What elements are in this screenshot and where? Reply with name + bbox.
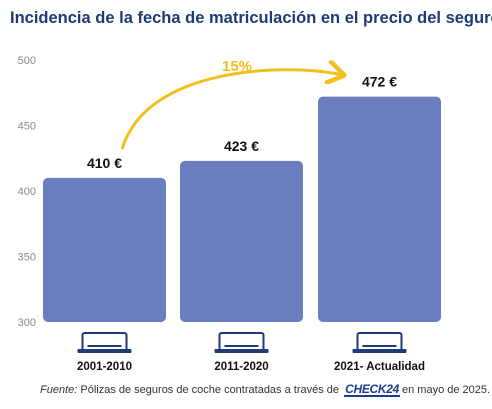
bar-chart: 300 350 400 450 500 410 € 423 € 472 € 15% 2001… xyxy=(18,55,441,373)
license-plate-base xyxy=(214,349,269,353)
y-axis: 300 350 400 450 500 xyxy=(18,55,36,329)
source-label: Fuente: xyxy=(40,384,78,396)
x-tick-label: 2021- Actualidad xyxy=(334,361,425,373)
y-tick-label: 450 xyxy=(18,121,36,133)
source-date: en mayo de 2025. xyxy=(402,384,491,396)
growth-arrow xyxy=(121,70,342,150)
y-tick-label: 400 xyxy=(18,186,36,198)
data-label: 423 € xyxy=(224,138,259,154)
license-plate-frame xyxy=(81,332,128,352)
chart-title: Incidencia de la fecha de matriculación … xyxy=(10,9,492,27)
license-plate-base xyxy=(77,349,132,353)
license-plate-base xyxy=(352,349,407,353)
bar xyxy=(43,177,166,322)
data-label: 472 € xyxy=(362,74,397,90)
x-axis: 2001-2010 2011-2020 2021- Actualidad xyxy=(77,332,425,373)
y-tick-label: 500 xyxy=(18,55,36,67)
license-plate-icon xyxy=(214,332,269,353)
bars: 410 € 423 € 472 € xyxy=(43,74,441,323)
license-plate-icon xyxy=(77,332,132,353)
x-tick-label: 2001-2010 xyxy=(77,361,132,373)
x-tick-label: 2011-2020 xyxy=(214,361,268,373)
source-text: Pólizas de seguros de coche contratadas … xyxy=(77,384,340,396)
growth-annotation: 15% xyxy=(121,58,342,150)
bar xyxy=(318,96,441,323)
y-tick-label: 350 xyxy=(18,252,36,264)
source-note: Fuente: Pólizas de seguros de coche cont… xyxy=(40,382,491,397)
growth-percentage-label: 15% xyxy=(222,58,252,75)
data-label: 410 € xyxy=(87,155,122,171)
brand-logo: CHECK24 xyxy=(344,382,401,397)
license-plate-frame xyxy=(218,332,265,352)
license-plate-frame xyxy=(356,332,403,352)
license-plate-icon xyxy=(352,332,407,353)
bar xyxy=(180,160,303,322)
y-tick-label: 300 xyxy=(18,317,36,329)
